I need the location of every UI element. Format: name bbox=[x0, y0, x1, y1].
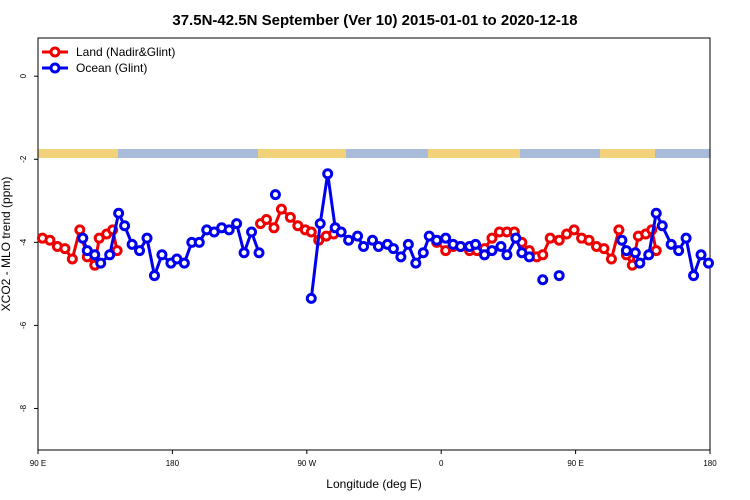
y-tick-label: 0 bbox=[19, 73, 28, 78]
data-point bbox=[613, 224, 625, 236]
data-point bbox=[395, 251, 407, 263]
data-point bbox=[260, 213, 272, 225]
data-point bbox=[141, 232, 153, 244]
y-tick-label: -8 bbox=[19, 404, 28, 412]
data-point bbox=[367, 234, 379, 246]
data-point bbox=[126, 238, 138, 250]
data-point bbox=[634, 257, 646, 269]
data-point bbox=[523, 251, 535, 263]
x-tick-label: 90 E bbox=[567, 459, 583, 468]
data-point bbox=[598, 243, 610, 255]
data-point bbox=[95, 257, 107, 269]
data-point bbox=[322, 168, 334, 180]
data-point bbox=[59, 243, 71, 255]
chart-title: 37.5N-42.5N September (Ver 10) 2015-01-0… bbox=[172, 12, 577, 29]
data-point bbox=[246, 226, 258, 238]
data-point bbox=[583, 234, 595, 246]
data-point bbox=[537, 249, 549, 261]
data-point bbox=[148, 270, 160, 282]
x-tick-label: 180 bbox=[166, 459, 180, 468]
data-point bbox=[495, 240, 507, 252]
data-point bbox=[629, 247, 641, 259]
data-point bbox=[650, 207, 662, 219]
data-point bbox=[417, 247, 429, 259]
data-point bbox=[352, 230, 364, 242]
data-point bbox=[387, 243, 399, 255]
data-point bbox=[113, 207, 125, 219]
y-axis-label: XCO2 - MLO trend (ppm) bbox=[0, 177, 13, 312]
data-point bbox=[104, 249, 116, 261]
data-point bbox=[553, 270, 565, 282]
data-point bbox=[223, 224, 235, 236]
data-point bbox=[510, 232, 522, 244]
data-point bbox=[402, 238, 414, 250]
data-point bbox=[275, 203, 287, 215]
data-point bbox=[605, 253, 617, 265]
data-point bbox=[305, 292, 317, 304]
data-point bbox=[335, 226, 347, 238]
data-point bbox=[66, 253, 78, 265]
data-point bbox=[119, 220, 131, 232]
x-tick-label: 90 W bbox=[297, 459, 316, 468]
data-point bbox=[305, 226, 317, 238]
data-point bbox=[410, 257, 422, 269]
x-tick-label: 90 E bbox=[30, 459, 46, 468]
data-point bbox=[486, 232, 498, 244]
data-point bbox=[544, 232, 556, 244]
data-point bbox=[656, 220, 668, 232]
data-point bbox=[455, 240, 467, 252]
legend-label: Land (Nadir&Glint) bbox=[76, 45, 175, 59]
data-point bbox=[178, 257, 190, 269]
data-point bbox=[643, 249, 655, 261]
legend-label: Ocean (Glint) bbox=[76, 61, 147, 75]
data-point bbox=[680, 232, 692, 244]
series bbox=[77, 168, 715, 304]
data-point bbox=[620, 245, 632, 257]
x-axis-label: Longitude (deg E) bbox=[326, 477, 421, 491]
data-point bbox=[44, 234, 56, 246]
data-point bbox=[269, 189, 281, 201]
data-point bbox=[501, 249, 513, 261]
series-line bbox=[81, 173, 710, 299]
data-point bbox=[673, 245, 685, 257]
plot-frame bbox=[37, 37, 711, 451]
data-point bbox=[343, 234, 355, 246]
data-point bbox=[616, 234, 628, 246]
data-point bbox=[537, 274, 549, 286]
data-point bbox=[703, 257, 715, 269]
x-tick-label: 0 bbox=[439, 459, 444, 468]
data-point bbox=[193, 236, 205, 248]
data-point bbox=[89, 249, 101, 261]
y-tick-label: -6 bbox=[19, 321, 28, 329]
data-point bbox=[440, 232, 452, 244]
data-point bbox=[134, 245, 146, 257]
legend-marker bbox=[49, 46, 61, 58]
data-point bbox=[553, 234, 565, 246]
data-point bbox=[231, 218, 243, 230]
x-tick-label: 180 bbox=[703, 459, 717, 468]
data-point bbox=[470, 238, 482, 250]
data-point bbox=[253, 247, 265, 259]
data-point bbox=[268, 222, 280, 234]
data-point bbox=[77, 232, 89, 244]
data-point bbox=[568, 224, 580, 236]
y-tick-label: -4 bbox=[19, 238, 28, 246]
data-point bbox=[486, 245, 498, 257]
data-point bbox=[695, 249, 707, 261]
data-point bbox=[431, 234, 443, 246]
data-point bbox=[372, 240, 384, 252]
data-point bbox=[688, 270, 700, 282]
legend-marker bbox=[49, 62, 61, 74]
y-tick-label: -2 bbox=[19, 155, 28, 163]
data-point bbox=[358, 240, 370, 252]
data-point bbox=[314, 218, 326, 230]
data-point bbox=[238, 247, 250, 259]
data-point bbox=[74, 224, 86, 236]
map-strip bbox=[38, 149, 710, 158]
data-point bbox=[156, 249, 168, 261]
data-point bbox=[284, 211, 296, 223]
data-point bbox=[665, 238, 677, 250]
